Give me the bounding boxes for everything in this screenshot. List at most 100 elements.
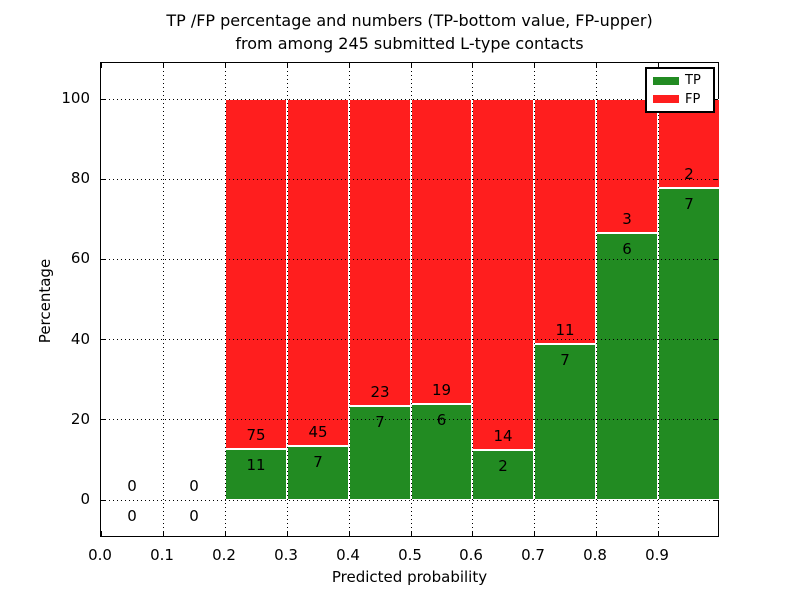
x-tick-mark <box>472 63 473 68</box>
tp-bar-segment <box>472 449 534 500</box>
tp-count-label: 7 <box>313 453 323 472</box>
y-tick-mark <box>713 499 718 501</box>
fp-bar-segment <box>411 99 472 404</box>
tp-bar-segment <box>287 446 349 500</box>
x-tick-mark <box>163 63 164 68</box>
y-gridline <box>101 339 718 341</box>
fp-count-label: 11 <box>555 321 575 340</box>
y-tick-mark <box>713 339 718 341</box>
x-tick-label: 0.4 <box>336 546 360 564</box>
x-tick-mark <box>596 63 597 68</box>
tp-bar-segment <box>225 448 287 500</box>
y-tick-label: 0 <box>80 490 90 508</box>
fp-count-label: 75 <box>246 425 266 444</box>
y-tick-label: 60 <box>70 249 90 268</box>
x-gridline <box>657 63 659 536</box>
plot-area: 0 0 0 0 75 11 45 7 23 7 19 6 14 2 11 7 3 6 2 7 <box>100 62 720 537</box>
fp-count-label: 0 <box>189 477 199 495</box>
x-tick-label: 0.2 <box>212 546 236 564</box>
x-tick-mark <box>349 63 350 68</box>
x-tick-mark <box>163 531 164 536</box>
x-tick-label: 0.8 <box>583 546 607 564</box>
x-tick-label: 0.1 <box>150 546 174 564</box>
fp-count-label: 23 <box>370 383 390 402</box>
chart-title-line2: from among 245 submitted L-type contacts <box>235 34 584 53</box>
y-tick-mark <box>101 499 106 501</box>
tp-count-label: 7 <box>560 351 570 370</box>
x-tick-mark <box>472 531 473 536</box>
y-tick-label: 100 <box>61 89 90 107</box>
legend-swatch <box>653 76 679 85</box>
fp-bar-segment <box>349 99 411 407</box>
x-tick-mark <box>411 531 412 536</box>
y-tick-mark <box>101 419 106 421</box>
x-tick-mark <box>534 531 535 536</box>
y-tick-mark <box>713 98 718 100</box>
fp-count-label: 45 <box>308 423 328 442</box>
y-tick-mark <box>101 339 106 341</box>
x-gridline <box>286 63 288 536</box>
y-gridline <box>101 178 718 180</box>
tp-count-label: 7 <box>684 195 694 214</box>
x-gridline <box>533 63 535 536</box>
y-tick-mark <box>713 178 718 180</box>
tp-count-label: 6 <box>622 239 632 258</box>
x-tick-mark <box>658 531 659 536</box>
x-tick-mark <box>101 531 102 536</box>
x-tick-mark <box>287 531 288 536</box>
y-gridline <box>101 499 718 501</box>
fp-count-label: 0 <box>127 477 137 495</box>
fp-bar-segment <box>534 99 596 345</box>
x-tick-mark <box>596 531 597 536</box>
x-tick-mark <box>287 63 288 68</box>
y-tick-label: 80 <box>70 169 90 188</box>
fp-bar-segment <box>225 99 287 449</box>
x-tick-label: 0.0 <box>88 546 112 564</box>
legend-entry-fp: FP <box>653 93 707 106</box>
x-tick-mark <box>349 531 350 536</box>
tp-bar-segment <box>596 232 658 500</box>
x-tick-mark <box>658 63 659 68</box>
y-tick-mark <box>713 258 718 260</box>
legend-label: FP <box>685 91 701 107</box>
chart-title: TP /FP percentage and numbers (TP-bottom… <box>100 9 719 55</box>
y-gridline <box>101 419 718 421</box>
x-tick-label: 0.9 <box>645 546 669 564</box>
legend-entry-tp: TP <box>653 74 707 87</box>
tp-count-label: 2 <box>498 456 508 475</box>
x-gridline <box>162 63 164 536</box>
tp-count-label: 11 <box>246 455 266 474</box>
y-tick-mark <box>101 178 106 180</box>
tp-bar-segment <box>534 344 596 500</box>
y-tick-label: 20 <box>70 409 90 428</box>
fp-bar-segment <box>596 99 658 233</box>
fp-count-label: 2 <box>684 165 694 184</box>
tp-bar-segment <box>658 188 720 500</box>
y-gridline <box>101 258 718 260</box>
x-gridline <box>348 63 350 536</box>
tp-bar-segment <box>349 406 411 500</box>
y-tick-mark <box>101 98 106 100</box>
x-gridline <box>410 63 412 536</box>
y-tick-mark <box>713 419 718 421</box>
x-tick-label: 0.6 <box>459 546 483 564</box>
x-tick-label: 0.7 <box>521 546 545 564</box>
fp-count-label: 14 <box>493 426 513 445</box>
tp-count-label: 6 <box>436 410 447 429</box>
x-axis-label: Predicted probability <box>331 568 488 586</box>
fp-count-label: 19 <box>431 380 452 399</box>
x-tick-mark <box>101 63 102 68</box>
legend-label: TP <box>685 73 701 89</box>
fp-count-label: 3 <box>622 209 632 228</box>
y-gridline <box>101 98 718 100</box>
x-tick-mark <box>411 63 412 68</box>
x-tick-mark <box>225 63 226 68</box>
chart-title-line1: TP /FP percentage and numbers (TP-bottom… <box>166 11 653 30</box>
x-gridline <box>471 63 473 536</box>
tp-count-label: 0 <box>127 507 137 525</box>
fp-bar-segment <box>472 99 534 450</box>
tp-count-label: 0 <box>189 507 199 525</box>
x-tick-label: 0.5 <box>398 546 422 564</box>
y-tick-label: 40 <box>70 329 90 348</box>
